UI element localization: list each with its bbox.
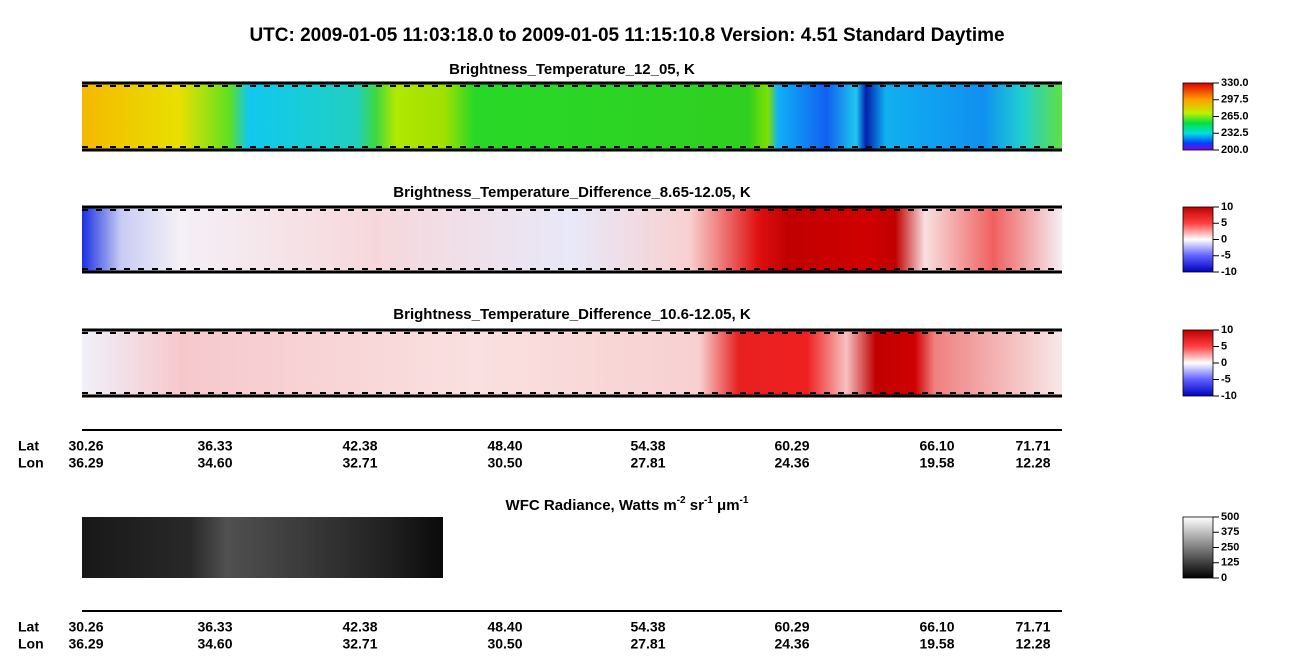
panel-title: Brightness_Temperature_12_05, K — [449, 61, 695, 78]
title-part: -1 — [740, 495, 749, 506]
colorbar-label: 375 — [1221, 526, 1239, 538]
lon-tick-label: 27.81 — [630, 455, 665, 471]
lon-tick-label: 19.58 — [919, 636, 954, 652]
title-part: μm — [713, 497, 740, 514]
colorbar — [1182, 82, 1214, 151]
panel-title: Brightness_Temperature_Difference_8.65-1… — [393, 184, 751, 201]
colorbar-label: 250 — [1221, 541, 1239, 553]
colorbar — [1182, 206, 1214, 273]
title-part: WFC Radiance, Watts m — [506, 497, 677, 514]
lat-tick-label: 30.26 — [68, 619, 103, 635]
lon-tick-label: 27.81 — [630, 636, 665, 652]
lon-tick-label: 34.60 — [197, 636, 232, 652]
colorbar-label: 5 — [1221, 340, 1227, 352]
image-strip — [82, 517, 443, 578]
colorbar — [1182, 516, 1214, 579]
colorbar-label: 0 — [1221, 357, 1227, 369]
image-strip — [82, 83, 1062, 150]
lon-tick-label: 24.36 — [774, 455, 809, 471]
lon-tick-label: 36.29 — [68, 636, 103, 652]
lat-tick-label: 71.71 — [1015, 438, 1050, 454]
lat-tick-label: 54.38 — [630, 438, 665, 454]
colorbar-label: 200.0 — [1221, 144, 1249, 156]
lon-label: Lon — [18, 636, 44, 652]
lat-tick-label: 71.71 — [1015, 619, 1050, 635]
lon-tick-label: 32.71 — [342, 455, 377, 471]
colorbar-label: -5 — [1221, 373, 1231, 385]
lat-tick-label: 48.40 — [487, 438, 522, 454]
colorbar-label: -5 — [1221, 250, 1231, 262]
colorbar-label: 265.0 — [1221, 110, 1249, 122]
lat-tick-label: 36.33 — [197, 619, 232, 635]
lat-tick-label: 66.10 — [919, 438, 954, 454]
lon-tick-label: 30.50 — [487, 455, 522, 471]
lon-tick-label: 36.29 — [68, 455, 103, 471]
colorbar-label: -10 — [1221, 390, 1237, 402]
lon-tick-label: 34.60 — [197, 455, 232, 471]
colorbar — [1182, 329, 1214, 397]
lat-tick-label: 42.38 — [342, 438, 377, 454]
colorbar-label: 10 — [1221, 324, 1233, 336]
title-part: -2 — [677, 495, 686, 506]
colorbar-label: -10 — [1221, 266, 1237, 278]
lon-tick-label: 24.36 — [774, 636, 809, 652]
colorbar-label: 232.5 — [1221, 127, 1249, 139]
lat-label: Lat — [18, 619, 39, 635]
lon-label: Lon — [18, 455, 44, 471]
lon-tick-label: 12.28 — [1015, 636, 1050, 652]
lat-tick-label: 60.29 — [774, 438, 809, 454]
title-part: sr — [686, 497, 705, 514]
image-strip — [82, 330, 1062, 396]
lat-tick-label: 36.33 — [197, 438, 232, 454]
lat-tick-label: 66.10 — [919, 619, 954, 635]
lat-label: Lat — [18, 438, 39, 454]
lat-tick-label: 54.38 — [630, 619, 665, 635]
panel-title: Brightness_Temperature_Difference_10.6-1… — [393, 306, 751, 323]
colorbar-label: 500 — [1221, 511, 1239, 523]
lat-tick-label: 30.26 — [68, 438, 103, 454]
lon-tick-label: 19.58 — [919, 455, 954, 471]
colorbar-label: 0 — [1221, 233, 1227, 245]
lat-tick-label: 60.29 — [774, 619, 809, 635]
colorbar-label: 5 — [1221, 217, 1227, 229]
lon-tick-label: 32.71 — [342, 636, 377, 652]
page-title: UTC: 2009-01-05 11:03:18.0 to 2009-01-05… — [249, 25, 1004, 46]
image-strip — [82, 207, 1062, 272]
colorbar-label: 330.0 — [1221, 77, 1249, 89]
panel-title: WFC Radiance, Watts m-2 sr-1 μm-1 — [506, 495, 749, 514]
title-part: -1 — [704, 495, 713, 506]
colorbar-label: 297.5 — [1221, 94, 1249, 106]
colorbar-label: 125 — [1221, 557, 1239, 569]
colorbar-label: 0 — [1221, 572, 1227, 584]
lat-tick-label: 48.40 — [487, 619, 522, 635]
colorbar-label: 10 — [1221, 201, 1233, 213]
lat-tick-label: 42.38 — [342, 619, 377, 635]
lon-tick-label: 30.50 — [487, 636, 522, 652]
lon-tick-label: 12.28 — [1015, 455, 1050, 471]
